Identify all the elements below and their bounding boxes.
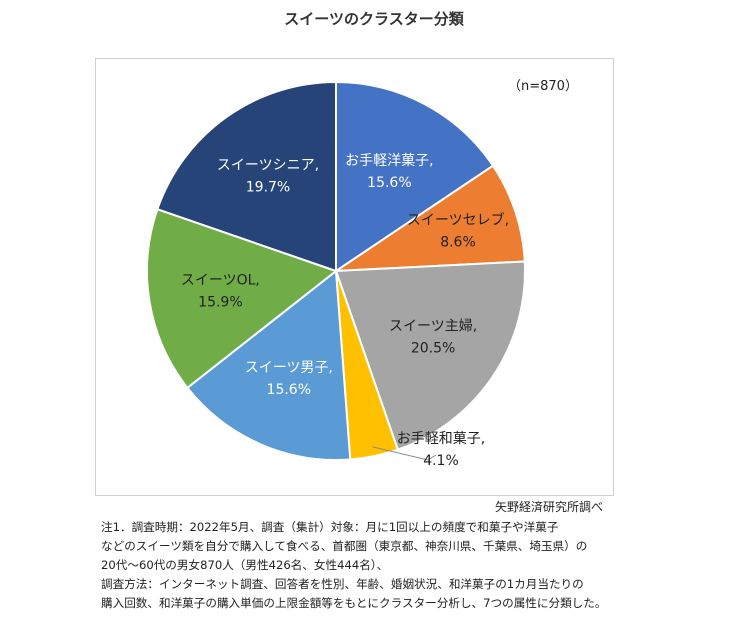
slice-name-label: スイーツOL, [181,272,260,288]
footnote-line: などのスイーツ類を自分で購入して食べる、首都圏（東京都、神奈川県、千葉県、埼玉県… [101,539,588,553]
slice-value-label: 8.6% [440,235,476,251]
source-note: 矢野経済研究所調べ [495,500,604,514]
footnote-line: 注1．調査時期：2022年5月、調査（集計）対象：月に1回以上の頻度で和菓子や洋… [101,520,559,534]
footnote-line: 調査方法：インターネット調査、回答者を性別、年齢、婚姻状況、和洋菓子の1カ月当た… [101,577,584,591]
slice-value-label: 19.7% [246,180,290,196]
slice-value-label: 15.9% [198,294,242,310]
chart-title: スイーツのクラスター分類 [284,10,464,28]
slice-value-label: 15.6% [367,175,411,191]
pie-slice [335,80,495,273]
pie-slice [332,164,526,273]
sample-size-label: （n=870） [508,79,578,94]
slice-name-label: スイーツ男子, [245,360,333,376]
footnote-line: 20代～60代の男女870人（男性426名、女性444名）、 [101,558,389,572]
slice-value-label: 20.5% [411,341,455,357]
pie-slice [156,80,337,273]
pie-chart: お手軽洋菓子, 15.6% スイーツセレブ, 8.6% スイーツ主婦, 20.5% お手軽和… [146,80,526,469]
slice-name-label: スイーツシニア, [217,158,319,174]
slice-name-label: お手軽洋菓子, [345,153,433,169]
chart-area: お手軽洋菓子, 15.6% スイーツセレブ, 8.6% スイーツ主婦, 20.5% お手軽和… [95,58,614,496]
slice-name-label: スイーツ主婦, [389,318,477,335]
slice-value-label: 15.6% [267,382,311,398]
slice-name-label: お手軽和菓子, [397,431,485,447]
slice-name-label: スイーツセレブ, [407,212,509,229]
footnote-line: 購入回数、和洋菓子の購入単価の上限金額等をもとにクラスター分析し、7つの属性に分… [101,596,607,610]
pie-slice [334,260,526,451]
callout-line [372,446,437,461]
pie-slice [146,207,339,390]
slice-value-label: 4.1% [423,453,459,469]
pie-slice [185,269,352,461]
footnote-block: 注1．調査時期：2022年5月、調査（集計）対象：月に1回以上の頻度で和菓子や洋… [101,518,621,613]
